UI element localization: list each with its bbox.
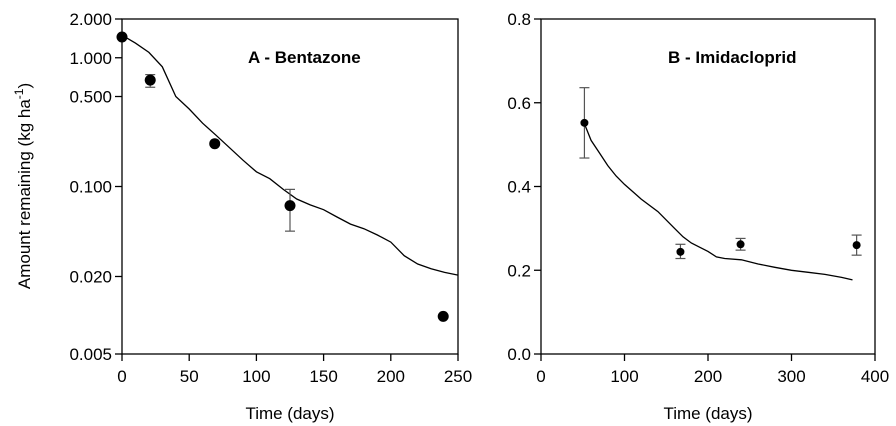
- x-tick-label: 0: [117, 367, 126, 386]
- panel-b-ticks: [534, 18, 876, 361]
- panel-b-model-line: [583, 123, 853, 281]
- data-point: [676, 247, 685, 256]
- panel-a-bentazone: 0.005 0.020 0.100 0.500 1.000 2.000 0 50 100 150…: [12, 10, 472, 423]
- y-axis-title-superscript: -1: [12, 88, 26, 99]
- y-tick-label: 0.0: [507, 345, 531, 364]
- panel-a-y-axis-title: Amount remaining (kg ha-1): [12, 83, 34, 289]
- data-point: [437, 310, 449, 322]
- x-tick-label: 250: [444, 367, 472, 386]
- panel-b-frame: [540, 18, 876, 355]
- y-axis-title-main: Amount remaining (kg ha: [15, 99, 34, 289]
- panel-b-x-axis-title: Time (days): [663, 404, 752, 423]
- y-tick-label: 0.500: [69, 88, 112, 107]
- x-tick-label: 0: [536, 367, 545, 386]
- panel-b-x-tick-labels: 0 100 200 300 400: [536, 367, 889, 386]
- panel-a-title: A - Bentazone: [248, 48, 361, 67]
- panel-b-title: B - Imidacloprid: [668, 48, 796, 67]
- y-tick-label: 1.000: [69, 49, 112, 68]
- y-axis-title-close: ): [15, 83, 34, 89]
- panel-a-ticks: [115, 18, 459, 361]
- data-point: [284, 200, 296, 212]
- data-point: [736, 240, 745, 249]
- data-point: [852, 241, 861, 250]
- y-tick-label: 0.020: [69, 267, 112, 286]
- x-tick-label: 150: [309, 367, 337, 386]
- x-tick-label: 200: [694, 367, 722, 386]
- panel-a-frame: [121, 18, 459, 355]
- y-tick-label: 0.005: [69, 345, 112, 364]
- x-tick-label: 100: [242, 367, 270, 386]
- panel-b-imidacloprid: 0.0 0.2 0.4 0.6 0.8 0 100 200 300 400 B - Imidac…: [507, 10, 889, 423]
- data-point: [144, 74, 156, 86]
- y-tick-label: 2.000: [69, 10, 112, 29]
- x-tick-label: 200: [377, 367, 405, 386]
- panel-a-data-points: [116, 31, 449, 322]
- x-tick-label: 400: [861, 367, 889, 386]
- y-tick-label: 0.8: [507, 10, 531, 29]
- panel-a-x-axis-title: Time (days): [245, 404, 334, 423]
- y-tick-label: 0.4: [507, 178, 531, 197]
- y-tick-label: 0.100: [69, 178, 112, 197]
- panel-a-model-line: [121, 34, 459, 276]
- panel-b-y-tick-labels: 0.0 0.2 0.4 0.6 0.8: [507, 10, 531, 364]
- data-point: [209, 138, 221, 150]
- y-tick-label: 0.2: [507, 261, 531, 280]
- x-tick-label: 300: [777, 367, 805, 386]
- panel-a-y-tick-labels: 0.005 0.020 0.100 0.500 1.000 2.000: [69, 10, 112, 364]
- x-tick-label: 50: [180, 367, 199, 386]
- data-point: [116, 31, 128, 43]
- x-tick-label: 100: [610, 367, 638, 386]
- data-point: [580, 118, 589, 127]
- panel-b-data-points: [579, 87, 862, 260]
- panel-a-x-tick-labels: 0 50 100 150 200 250: [117, 367, 472, 386]
- y-tick-label: 0.6: [507, 94, 531, 113]
